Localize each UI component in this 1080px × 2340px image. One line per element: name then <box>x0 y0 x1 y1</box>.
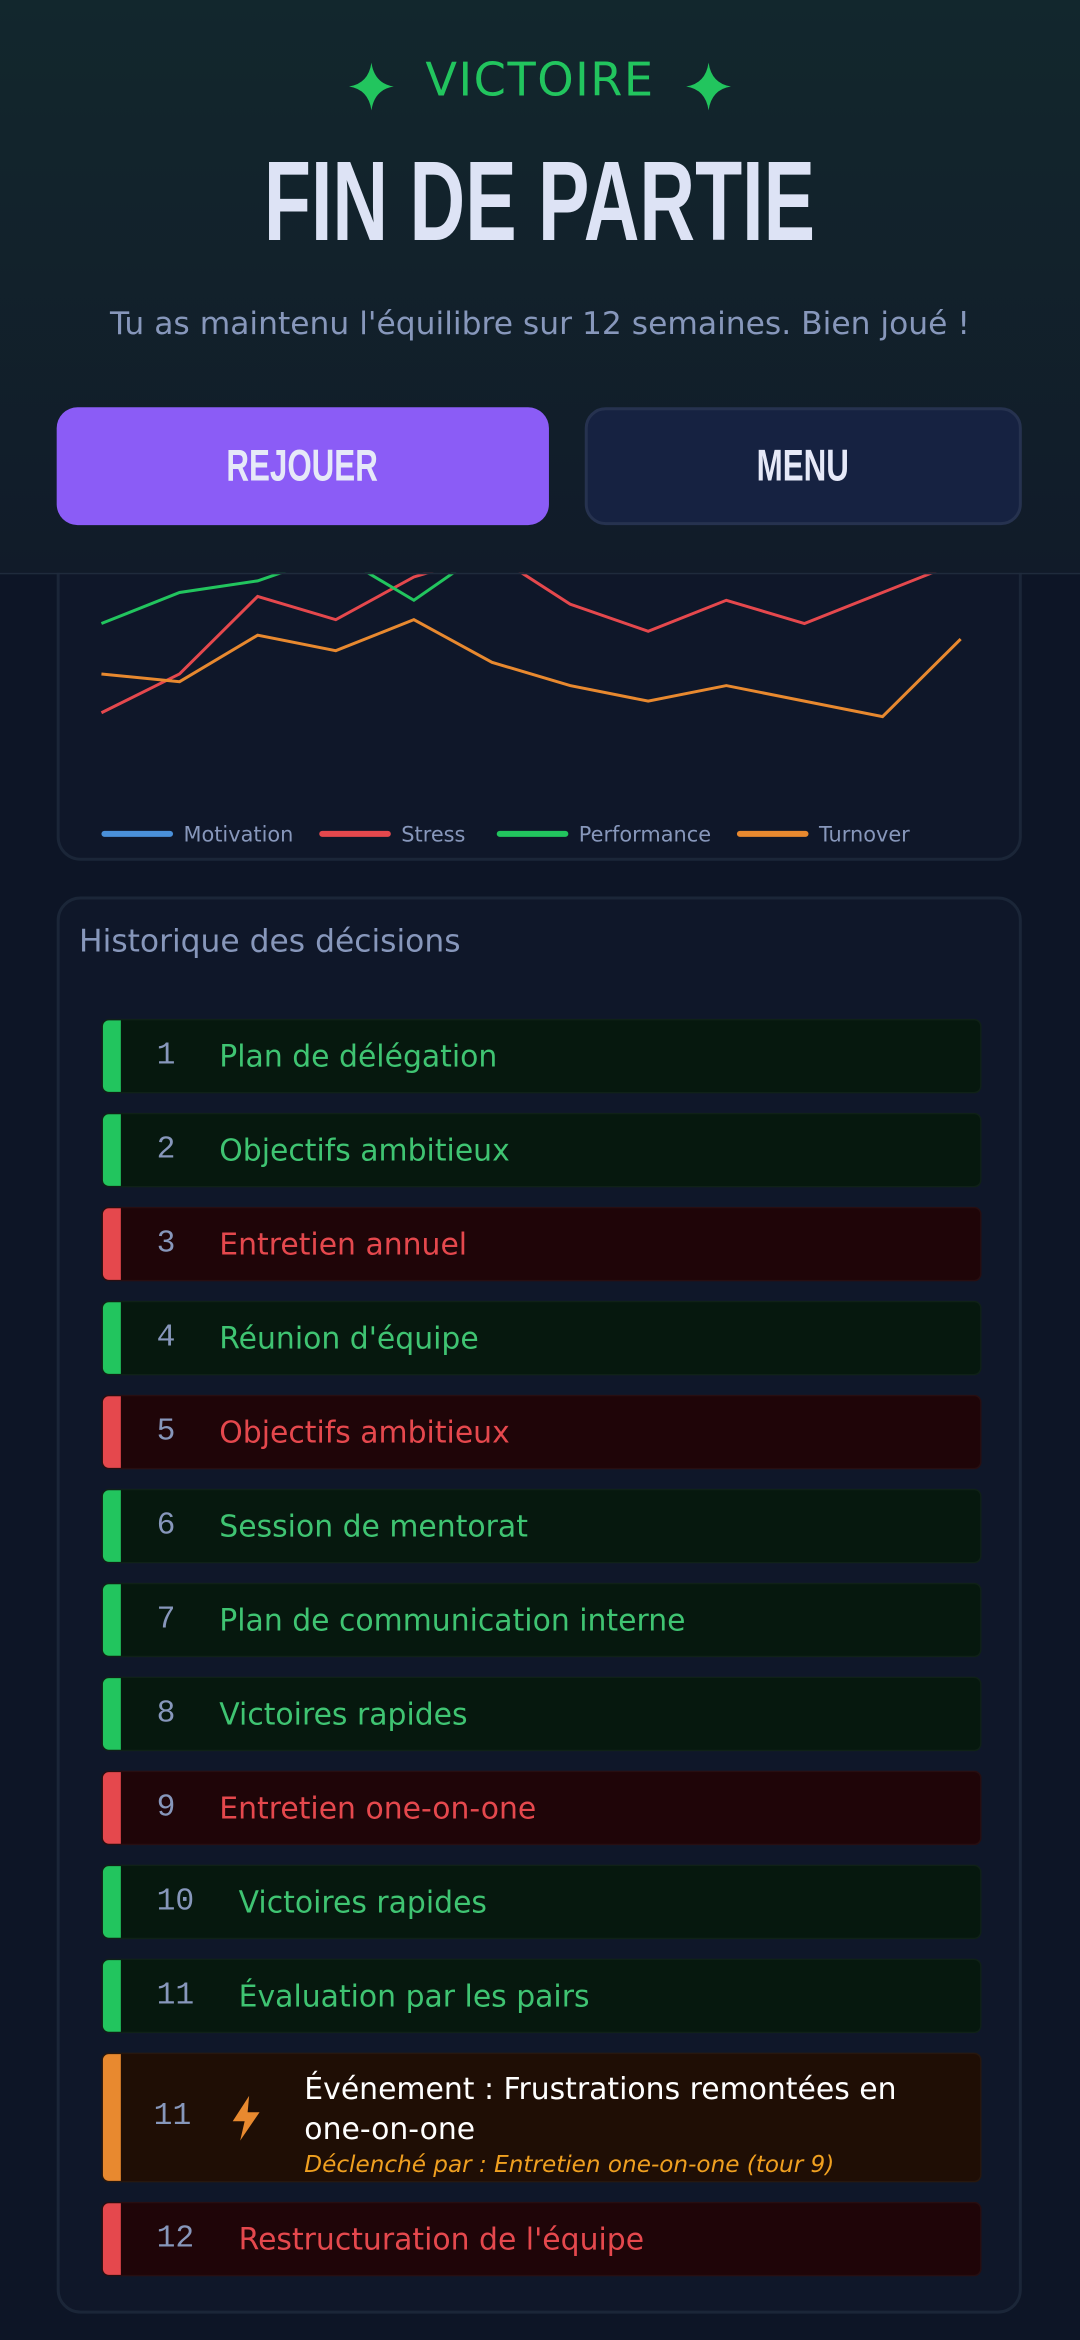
subtitle: Tu as maintenu l'équilibre sur 12 semain… <box>110 305 970 342</box>
outcome-bar <box>102 1866 121 1938</box>
turn-number: 12 <box>156 2221 195 2257</box>
turn-number: 7 <box>156 1602 176 1638</box>
decision-label: Objectifs ambitieux <box>219 1132 510 1169</box>
turn-number: 2 <box>156 1132 176 1168</box>
decision-row: 10 Victoires rapides <box>101 1864 982 1940</box>
turn-number: 8 <box>156 1696 176 1732</box>
title: FIN DE PARTIE <box>264 138 816 266</box>
decision-row: 9 Entretien one-on-one <box>101 1770 982 1846</box>
decision-label: Plan de communication interne <box>219 1602 686 1638</box>
decision-row: 7 Plan de communication interne <box>101 1582 982 1658</box>
decision-row: 1 Plan de délégation <box>101 1018 982 1094</box>
event-trigger: Déclenché par : Entretien one-on-one (to… <box>304 2151 835 2178</box>
outcome-bar <box>102 1020 121 1092</box>
star-icon <box>686 62 731 111</box>
decision-label: Évaluation par les pairs <box>238 1978 590 2014</box>
outcome-bar <box>102 1772 121 1844</box>
event-row: 11 Événement : Frustrations remontées en … <box>101 2052 982 2183</box>
decision-label: Victoires rapides <box>238 1884 487 1920</box>
event-label: Événement : Frustrations remontées en on… <box>304 2070 897 2147</box>
outcome-bar <box>102 1678 121 1750</box>
turn-number: 6 <box>156 1508 176 1544</box>
badge: VICTOIRE <box>425 53 655 108</box>
button-label: REJOUER <box>227 440 379 491</box>
replay-button[interactable]: REJOUER <box>56 407 549 526</box>
turn-number: 5 <box>156 1414 176 1450</box>
bolt <box>232 2095 260 2141</box>
legend-label: Turnover <box>818 822 910 846</box>
turn-number: 11 <box>156 1978 195 2014</box>
decision-label: Victoires rapides <box>219 1696 468 1732</box>
outcome-bar <box>102 1490 121 1562</box>
outcome-bar <box>102 2203 121 2275</box>
event-text: Événement : Frustrations remontées en on… <box>304 2069 931 2178</box>
decision-row: 8 Victoires rapides <box>101 1676 982 1752</box>
decision-label: Objectifs ambitieux <box>219 1414 510 1450</box>
legend-label: Performance <box>579 822 711 846</box>
decision-label: Session de mentorat <box>219 1508 528 1544</box>
decision-label: Plan de délégation <box>219 1038 498 1075</box>
turn-number: 9 <box>156 1790 176 1826</box>
outcome-bar <box>102 1302 121 1374</box>
stars <box>349 62 731 111</box>
turn-number: 11 <box>153 2100 192 2135</box>
turn-number: 4 <box>156 1320 176 1356</box>
header: VICTOIRE FIN DE PARTIE Tu as maintenu l'… <box>0 0 1080 575</box>
outcome-bar <box>102 1208 121 1280</box>
outcome-bar <box>102 1114 121 1186</box>
history-title: Historique des décisions <box>79 923 461 960</box>
turn-number: 10 <box>156 1884 195 1920</box>
decision-row: 12 Restructuration de l'équipe <box>101 2201 982 2277</box>
button-label: MENU <box>757 440 850 491</box>
outcome-bar <box>102 1960 121 2032</box>
decision-row: 4 Réunion d'équipe <box>101 1300 982 1376</box>
title-wrap: FIN DE PARTIE <box>0 137 1080 267</box>
outcome-bar <box>102 2054 121 2181</box>
decision-row: 11 Évaluation par les pairs <box>101 1958 982 2034</box>
event-icon <box>232 2095 260 2141</box>
history-panel: Historique des décisions 1 Plan de déléga… <box>56 896 1022 2314</box>
decision-label: Restructuration de l'équipe <box>238 2221 645 2257</box>
turn-number: 1 <box>156 1038 176 1074</box>
decision-row: 2 Objectifs ambitieux <box>101 1112 982 1188</box>
outcome-bar <box>102 1396 121 1468</box>
decision-row: 6 Session de mentorat <box>101 1488 982 1564</box>
decision-label: Entretien annuel <box>219 1226 468 1262</box>
decision-label: Réunion d'équipe <box>219 1320 479 1356</box>
series-line <box>100 552 962 715</box>
outcome-bar <box>102 1584 121 1656</box>
menu-button[interactable]: MENU <box>584 407 1022 526</box>
legend-label: Stress <box>401 822 465 846</box>
series-line <box>101 618 962 719</box>
star-icon <box>349 62 394 111</box>
turn-number: 3 <box>156 1226 176 1262</box>
decision-row: 5 Objectifs ambitieux <box>101 1394 982 1470</box>
decision-row: 3 Entretien annuel <box>101 1206 982 1282</box>
decision-label: Entretien one-on-one <box>219 1790 537 1826</box>
legend-label: Motivation <box>183 822 293 846</box>
